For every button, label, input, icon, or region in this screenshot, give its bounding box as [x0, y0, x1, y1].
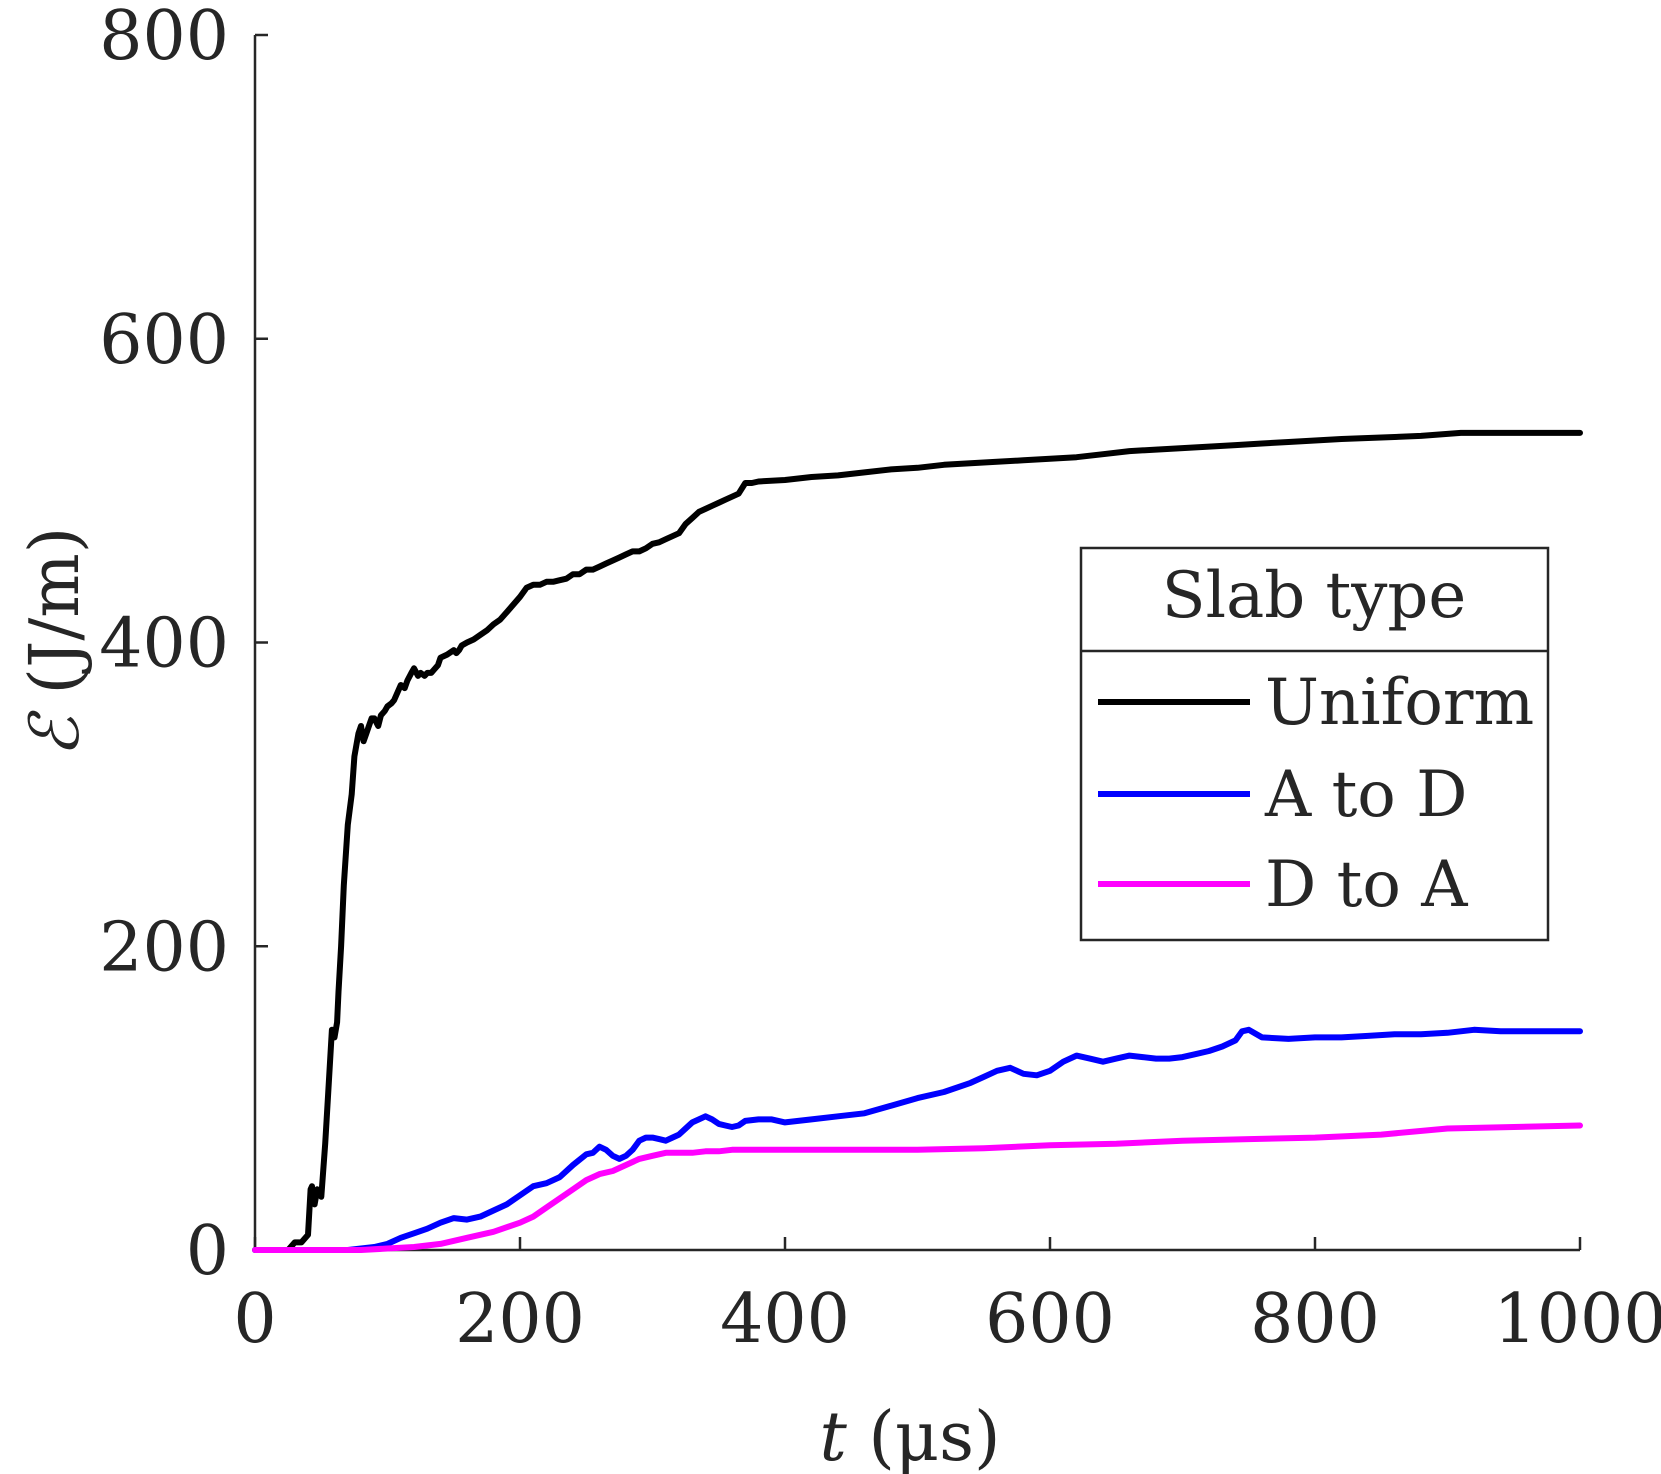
x-tick-label: 200 — [455, 1280, 585, 1359]
x-axis-label-var: t — [819, 1398, 847, 1474]
y-ticks: 0 200 400 600 800 — [99, 0, 268, 1291]
x-tick-label: 1000 — [1493, 1280, 1661, 1359]
y-tick-label: 200 — [99, 908, 229, 987]
x-axis-label: t (μs) — [819, 1398, 1000, 1474]
y-axis-label-unit: (J/m) — [16, 527, 95, 716]
y-tick-label: 800 — [99, 0, 229, 76]
legend-entries: Uniform A to D D to A — [1098, 666, 1534, 922]
series-line-d-to-a — [252, 1122, 1583, 1253]
legend-label-a-to-d: A to D — [1264, 758, 1467, 832]
x-tick-label: 800 — [1250, 1280, 1380, 1359]
legend-title: Slab type — [1162, 559, 1467, 633]
y-tick-label: 600 — [99, 301, 229, 380]
legend-label-uniform: Uniform — [1265, 666, 1534, 740]
series-line-a-to-d — [252, 1026, 1583, 1253]
y-tick-label: 400 — [99, 605, 229, 684]
series-group — [252, 429, 1583, 1253]
x-tick-label: 400 — [720, 1280, 850, 1359]
series-line-uniform — [252, 429, 1583, 1253]
legend-label-d-to-a: D to A — [1265, 848, 1468, 922]
legend-box — [1079, 546, 1550, 942]
x-axis-label-unit: (μs) — [847, 1398, 1001, 1474]
x-tick-label: 0 — [233, 1280, 276, 1359]
x-ticks: 0 200 400 600 800 1000 — [233, 1237, 1661, 1359]
y-axis-label: ℰ (J/m) — [16, 527, 95, 758]
y-axis-label-var: ℰ — [16, 709, 95, 757]
x-tick-label: 600 — [985, 1280, 1115, 1359]
y-tick-label: 0 — [186, 1212, 229, 1291]
legend: Slab type Uniform A to D D to A — [1079, 546, 1550, 942]
